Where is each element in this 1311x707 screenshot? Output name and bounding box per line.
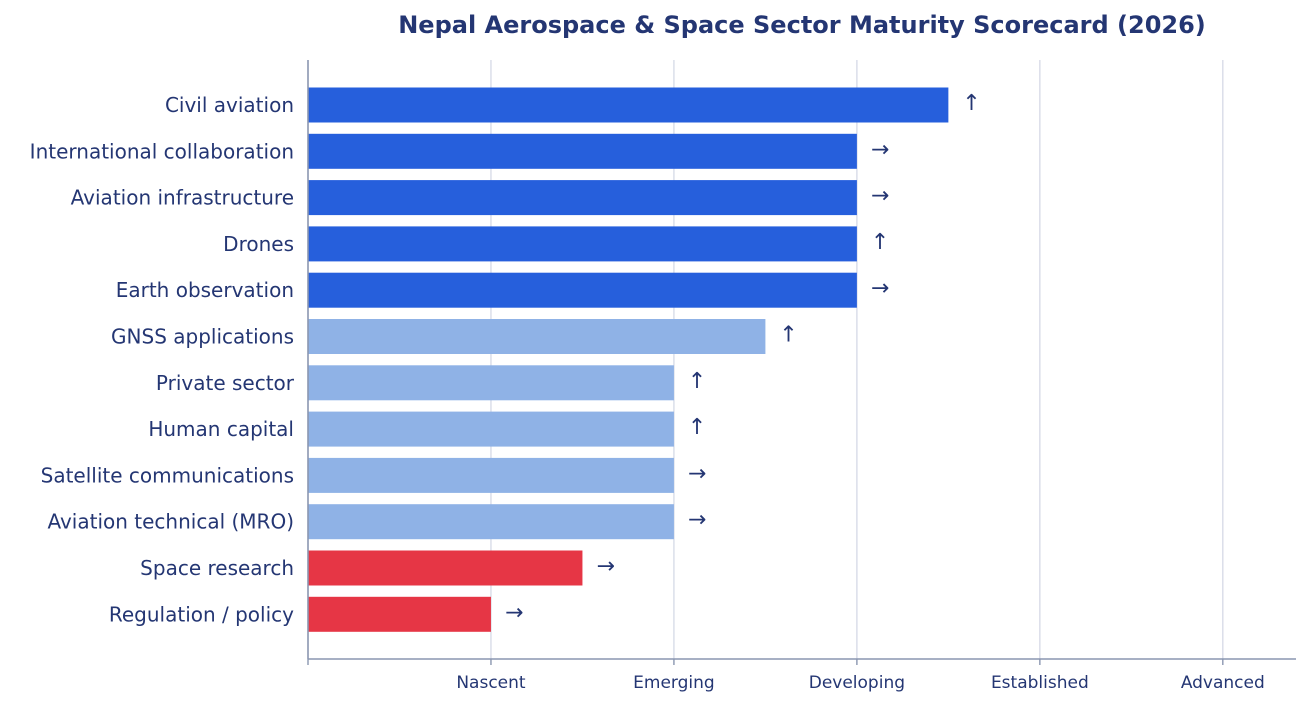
trend-arrow-6: ↑ [779,323,797,348]
trend-arrow-11: → [596,554,614,579]
bars [308,87,949,632]
bar-11 [308,550,583,586]
x-tick-label-2: Emerging [633,673,715,693]
axes: Nascent Emerging Developing Established Adva… [307,60,1296,693]
bar-5 [308,272,857,308]
trend-arrow-10: → [688,508,706,533]
chart-title: Nepal Aerospace & Space Sector Maturity … [398,11,1206,39]
bar-4 [308,226,857,262]
trend-arrow-9: → [688,461,706,486]
bar-1 [308,87,949,123]
bar-3 [308,180,857,216]
x-tick-label-1: Nascent [456,673,526,693]
bar-2 [308,133,857,169]
trend-arrow-3: → [871,184,889,209]
category-label-3: Aviation infrastructure [71,186,294,210]
trend-arrow-12: → [505,600,523,625]
category-label-4: Drones [223,232,294,256]
bar-6 [308,319,766,354]
category-label-12: Regulation / policy [109,602,294,626]
trend-arrow-5: → [871,276,889,301]
category-label-11: Space research [140,556,294,580]
category-label-5: Earth observation [116,278,294,302]
x-tick-label-4: Established [991,673,1089,693]
bar-8 [308,411,674,447]
trend-arrow-8: ↑ [688,415,706,440]
bar-7 [308,365,674,401]
category-label-9: Satellite communications [41,463,294,487]
x-tick-label-3: Developing [809,673,905,693]
trend-arrow-7: ↑ [688,369,706,394]
bar-10 [308,504,674,540]
trend-arrow-4: ↑ [871,230,889,255]
category-label-8: Human capital [148,417,294,441]
category-label-7: Private sector [156,371,295,395]
bar-9 [308,457,674,493]
trend-arrows: ↑ → → ↑ → ↑ ↑ ↑ → → → → [505,91,981,625]
category-label-10: Aviation technical (MRO) [47,510,294,534]
category-label-2: International collaboration [30,139,294,163]
category-label-6: GNSS applications [111,325,294,349]
trend-arrow-1: ↑ [962,91,980,116]
x-tick-label-5: Advanced [1181,673,1265,693]
category-labels: Civil aviation International collaboratio… [30,93,295,626]
trend-arrow-2: → [871,137,889,162]
bar-12 [308,596,491,632]
category-label-1: Civil aviation [165,93,294,117]
